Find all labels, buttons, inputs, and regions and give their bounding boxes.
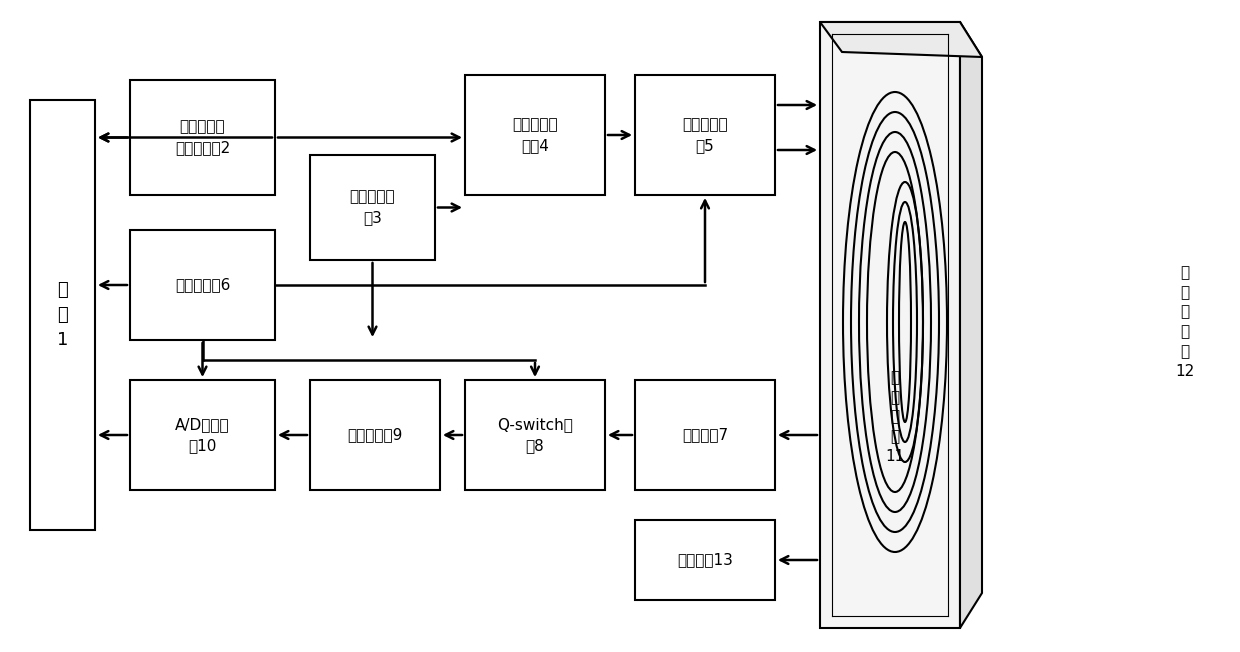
Text: 配谐电容7: 配谐电容7 [682,428,728,443]
Text: 放大器电路9: 放大器电路9 [347,428,403,443]
Bar [130,80,275,195]
Bar [310,380,440,490]
Bar [130,230,275,340]
Text: 大功率发射
桥路4: 大功率发射 桥路4 [512,117,558,153]
Text: 主控制单元6: 主控制单元6 [175,278,231,293]
Polygon shape [960,22,982,628]
Text: 输出可调的
大功率电源2: 输出可调的 大功率电源2 [175,119,231,155]
Bar [465,380,605,490]
Bar [30,100,95,530]
Bar [635,75,775,195]
Text: 接
收
线
圈
11: 接 收 线 圈 11 [885,370,905,464]
Bar [635,380,775,490]
Text: 能湮电路13: 能湮电路13 [677,552,733,567]
Text: 发射桥路驱
动3: 发射桥路驱 动3 [350,190,396,226]
Bar [635,520,775,600]
Bar [130,380,275,490]
Text: 预
极
化
线
圈
12: 预 极 化 线 圈 12 [1176,265,1194,379]
Polygon shape [820,22,982,57]
Bar [310,155,435,260]
Text: Q-switch电
路8: Q-switch电 路8 [497,417,573,453]
Text: 高压切换开
关5: 高压切换开 关5 [682,117,728,153]
Text: 电
脑
1: 电 脑 1 [57,281,68,349]
Bar [465,75,605,195]
Text: A/D采集单
元10: A/D采集单 元10 [175,417,229,453]
Polygon shape [820,22,960,628]
